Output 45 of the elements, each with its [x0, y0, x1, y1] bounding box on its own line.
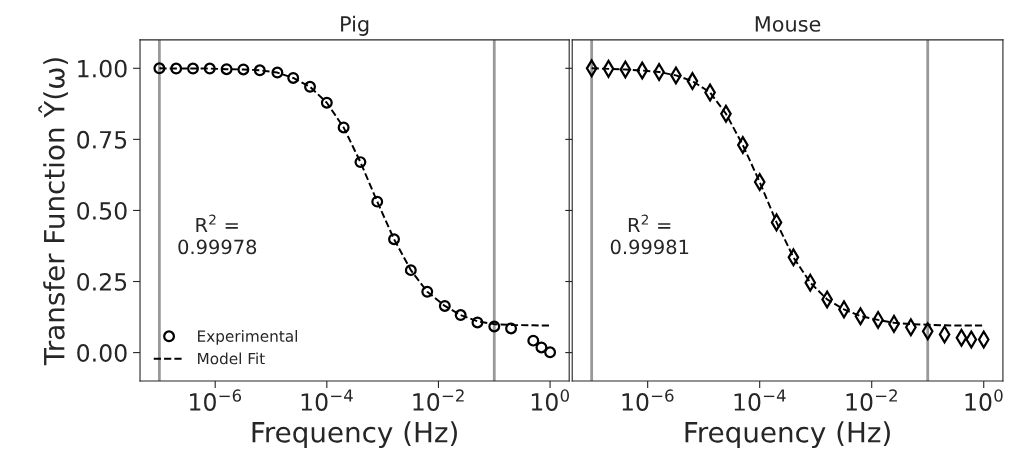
point	[153, 62, 166, 75]
point	[337, 121, 350, 134]
point	[253, 64, 266, 77]
x-tick-label: 10$^{−6}$	[622, 389, 674, 411]
legend-label: Experimental	[198, 330, 297, 345]
point	[237, 63, 250, 76]
point	[488, 320, 501, 333]
x-axis-title: Frequency (Hz)	[685, 421, 890, 449]
x-tick-label: 10$^{−4}$	[734, 389, 786, 411]
y-axis-title: Transfer Function Ŷ(ω)	[38, 58, 68, 366]
point	[753, 173, 766, 191]
point	[220, 63, 233, 76]
x-tick-label: 10$^{−6}$	[190, 389, 242, 411]
x-tick-label: 10$^{−4}$	[301, 389, 353, 411]
point	[388, 233, 400, 246]
point	[203, 62, 216, 75]
x-tick-label: 10$^{−2}$	[846, 389, 897, 411]
y-tick-label: 0.75	[77, 130, 127, 149]
point	[438, 299, 451, 312]
y-tick-label: 0.50	[77, 201, 127, 220]
point	[320, 96, 333, 109]
chart-title: Pig	[341, 15, 369, 36]
x-axis-title: Frequency (Hz)	[252, 421, 457, 449]
point	[404, 264, 417, 277]
x-tick-label: 10$^{−2}$	[413, 389, 464, 411]
point	[170, 62, 183, 75]
point	[287, 72, 300, 84]
point	[354, 156, 367, 169]
y-tick-label: 0.25	[77, 272, 127, 291]
point	[304, 80, 316, 93]
annotation: R$^{2}$ = 0.99978	[178, 214, 257, 255]
point	[187, 62, 199, 75]
point	[271, 66, 284, 79]
point	[454, 309, 467, 322]
chart-title: Mouse	[755, 16, 821, 32]
point	[371, 195, 384, 208]
y-tick-label: 0.00	[77, 344, 127, 362]
x-tick-label: 10$^{0}$	[531, 389, 569, 411]
legend-label: Model Fit	[198, 352, 265, 365]
point	[421, 285, 434, 298]
x-tick-label: 10$^{0}$	[965, 389, 1003, 411]
point	[471, 316, 484, 329]
point	[505, 322, 518, 335]
annotation: R$^{2}$ = 0.99981	[610, 214, 689, 255]
y-tick-label: 1.00	[78, 59, 127, 78]
